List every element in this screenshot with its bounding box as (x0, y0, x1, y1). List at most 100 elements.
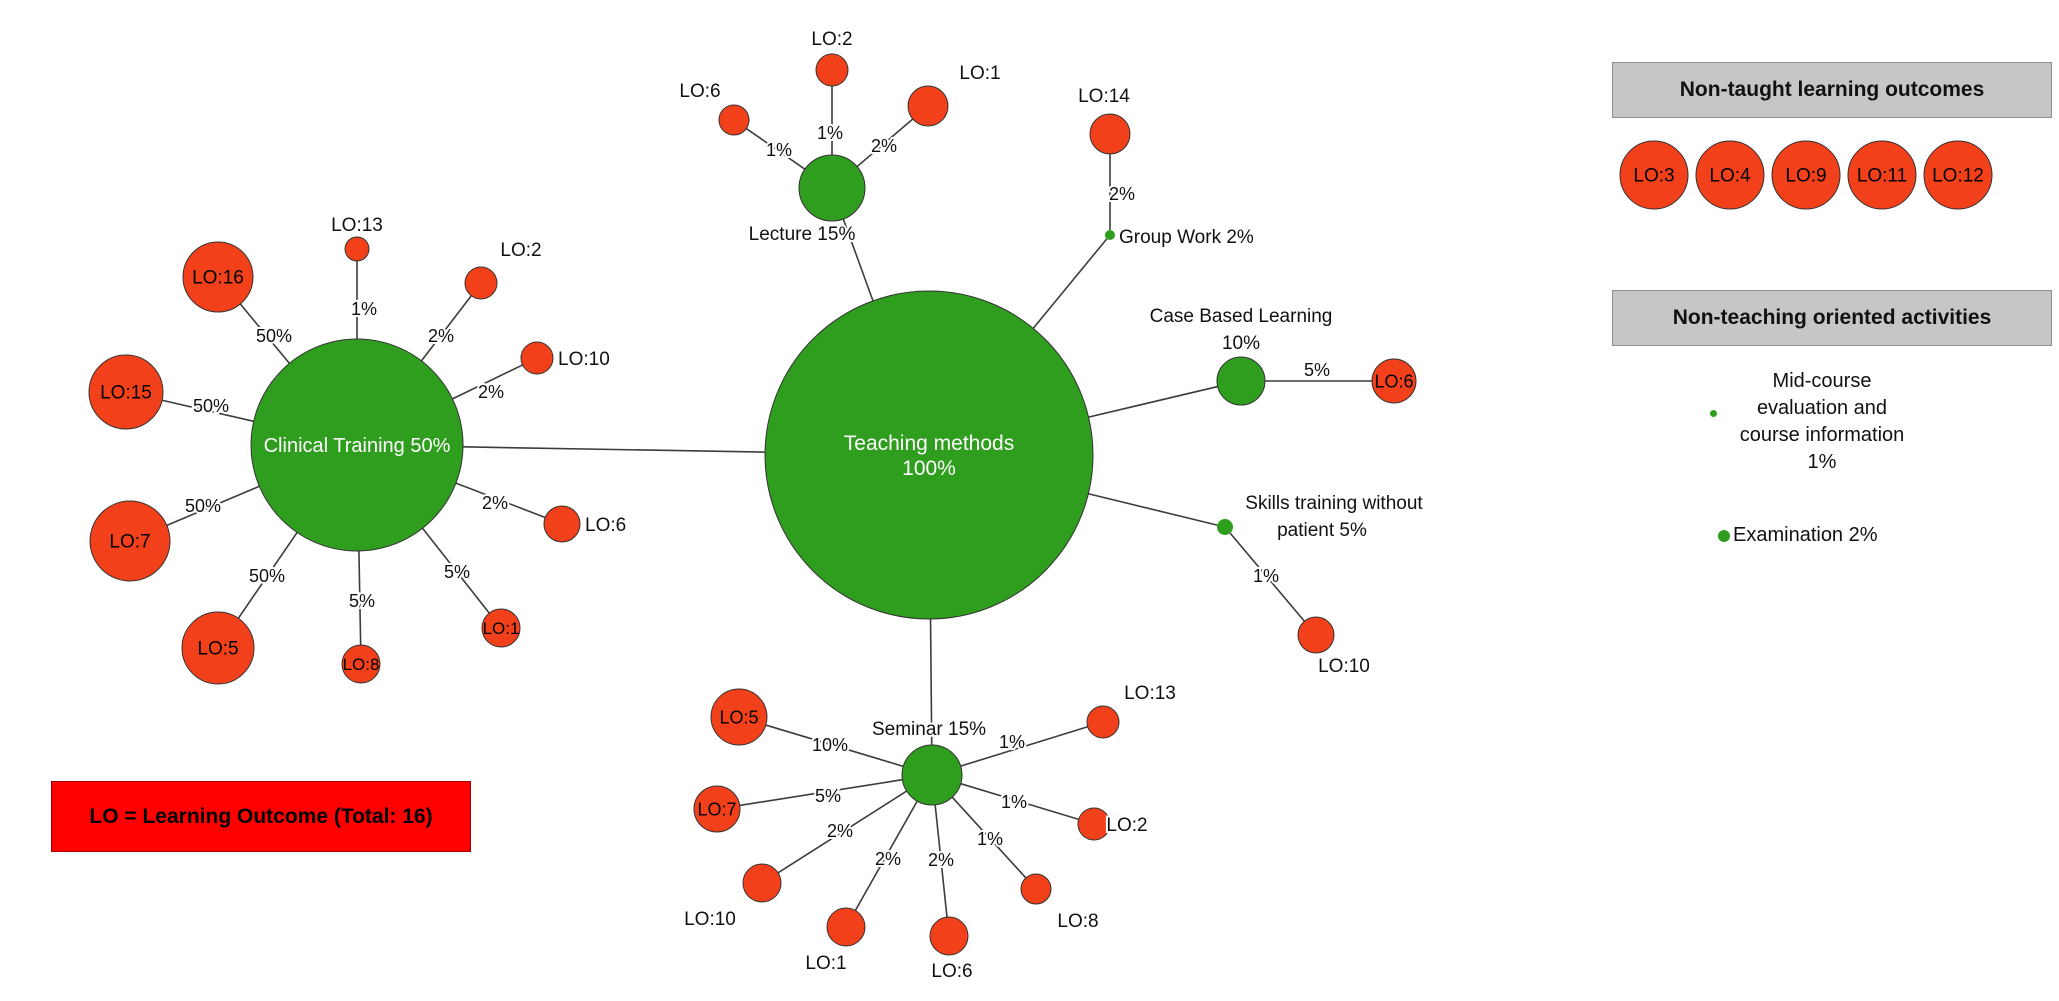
node-label-sem_lo13: LO:13 (1124, 683, 1176, 704)
midcourse-line-1: Mid-course (1772, 370, 1872, 392)
node-label-case: Case Based Learning (1150, 306, 1333, 327)
node-label-sem_lo10: LO:10 (684, 909, 736, 930)
node-case_lo6 (1371, 358, 1417, 404)
edge-pct-label-seminar-sem_lo2: 1% (1001, 792, 1027, 812)
node-label-skills-2: patient 5% (1277, 520, 1367, 541)
node-label-lecture: Lecture 15% (749, 224, 856, 245)
node-label-cl_lo10: LO:10 (558, 349, 610, 370)
node-cl_lo16 (182, 241, 254, 313)
edge-pct-label-seminar-sem_lo10: 2% (827, 821, 853, 841)
midcourse-line-3: course information (1739, 424, 1905, 446)
node-label-sem_lo1: LO:1 (805, 953, 846, 974)
edge-clinical-cl_lo1 (421, 527, 490, 614)
edge-clinical-cl_lo10 (452, 364, 523, 400)
node-nt_lo11 (1847, 140, 1917, 210)
edge-teaching-groupwork (1032, 238, 1108, 329)
legend-box: LO = Learning Outcome (Total: 16) (51, 781, 471, 852)
edge-pct-label-clinical-cl_lo1: 5% (444, 562, 470, 582)
edge-seminar-sem_lo6 (934, 804, 948, 918)
midcourse-dot-icon (1710, 410, 1717, 417)
node-label-cl_lo7: LO:7 (109, 532, 150, 553)
edge-teaching-clinical (462, 446, 766, 453)
node-nt_lo9 (1771, 140, 1841, 210)
node-label-seminar: Seminar 15% (872, 719, 986, 740)
edge-seminar-sem_lo5 (765, 724, 904, 768)
edge-seminar-sem_lo10 (777, 790, 908, 874)
edge-teaching-skills (1088, 492, 1218, 526)
edge-pct-label-lecture-lec_lo1: 2% (871, 136, 897, 156)
edge-pct-label-lo14-groupwork: 2% (1109, 184, 1135, 204)
node-skills_lo10 (1297, 616, 1335, 654)
edge-seminar-sem_lo8 (951, 796, 1027, 879)
node-sem_lo10 (742, 863, 782, 903)
examination-label: Examination 2% (1733, 524, 1878, 546)
edge-pct-label-skills-skills_lo10: 1% (1253, 566, 1279, 586)
node-cl_lo10 (520, 341, 554, 375)
node-lo14 (1089, 113, 1131, 155)
node-label-lec_lo2: LO:2 (811, 29, 852, 50)
node-label-groupwork: Group Work 2% (1119, 227, 1254, 248)
non-teaching-activities-header: Non-teaching oriented activities (1612, 290, 2052, 346)
node-lec_lo6 (718, 104, 750, 136)
node-seminar (901, 744, 963, 806)
node-lec_lo1 (907, 85, 949, 127)
node-label-nt_lo4: LO:4 (1709, 166, 1751, 187)
node-label-cl_lo2: LO:2 (500, 240, 541, 261)
node-label-case_lo6: LO:6 (1374, 371, 1413, 391)
node-cl_lo6 (543, 505, 581, 543)
node-label-case-2: 10% (1222, 333, 1260, 354)
node-label-lo14: LO:14 (1078, 86, 1130, 107)
edge-pct-label-clinical-cl_lo5: 50% (249, 566, 285, 586)
edge-clinical-cl_lo6 (455, 482, 546, 519)
node-teaching (764, 290, 1094, 620)
edge-pct-label-seminar-sem_lo13: 1% (999, 732, 1025, 752)
edge-seminar-sem_lo7 (739, 778, 903, 807)
edge-clinical-cl_lo8 (358, 550, 362, 646)
node-label-nt_lo12: LO:12 (1932, 166, 1984, 187)
edge-pct-label-clinical-cl_lo10: 2% (478, 382, 504, 402)
node-label-sem_lo8: LO:8 (1057, 911, 1098, 932)
edge-pct-label-clinical-cl_lo7: 50% (185, 496, 221, 516)
edge-lecture-lec_lo1 (856, 118, 914, 168)
node-label-nt_lo9: LO:9 (1785, 166, 1826, 187)
edge-pct-label-seminar-sem_lo7: 5% (815, 786, 841, 806)
examination-activity: Examination 2% (1718, 524, 1878, 547)
node-cl_lo7 (89, 500, 171, 582)
node-clinical (250, 338, 464, 552)
node-sem_lo2 (1077, 807, 1111, 841)
node-label-sem_lo5: LO:5 (719, 707, 758, 727)
node-sem_lo8 (1020, 873, 1052, 905)
node-cl_lo15 (88, 354, 164, 430)
edge-pct-label-clinical-cl_lo8: 5% (349, 591, 375, 611)
node-label-cl_lo1: LO:1 (483, 619, 520, 638)
edge-seminar-sem_lo1 (854, 800, 918, 911)
node-label-sem_lo7: LO:7 (697, 799, 736, 819)
edge-pct-label-clinical-cl_lo15: 50% (193, 396, 229, 416)
edge-clinical-cl_lo2 (420, 295, 472, 362)
node-sem_lo6 (929, 916, 969, 956)
edge-clinical-cl_lo16 (239, 303, 291, 364)
node-lec_lo2 (815, 53, 849, 87)
node-cl_lo2 (464, 266, 498, 300)
node-sem_lo1 (826, 907, 866, 947)
node-cl_lo1 (481, 608, 521, 648)
node-label-sem_lo6: LO:6 (931, 961, 972, 982)
node-label-lec_lo1: LO:1 (959, 63, 1000, 84)
node-label-cl_lo16: LO:16 (192, 268, 244, 289)
non-taught-outcomes-header: Non-taught learning outcomes (1612, 62, 2052, 118)
node-skills (1217, 519, 1233, 535)
edge-pct-label-clinical-cl_lo2: 2% (428, 326, 454, 346)
edge-pct-label-seminar-sem_lo8: 1% (977, 829, 1003, 849)
edge-teaching-seminar (929, 618, 933, 746)
node-label-nt_lo11: LO:11 (1857, 166, 1907, 187)
edge-pct-label-lecture-lec_lo6: 1% (766, 140, 792, 160)
node-label-cl_lo5: LO:5 (197, 639, 238, 660)
node-label-cl_lo13: LO:13 (331, 215, 383, 236)
node-label-cl_lo6: LO:6 (585, 515, 626, 536)
node-label-cl_lo15: LO:15 (100, 383, 152, 404)
node-case (1216, 356, 1266, 406)
node-label-skills: Skills training without (1245, 493, 1423, 514)
midcourse-line-2: evaluation and (1756, 397, 1888, 419)
node-cl_lo5 (181, 611, 255, 685)
